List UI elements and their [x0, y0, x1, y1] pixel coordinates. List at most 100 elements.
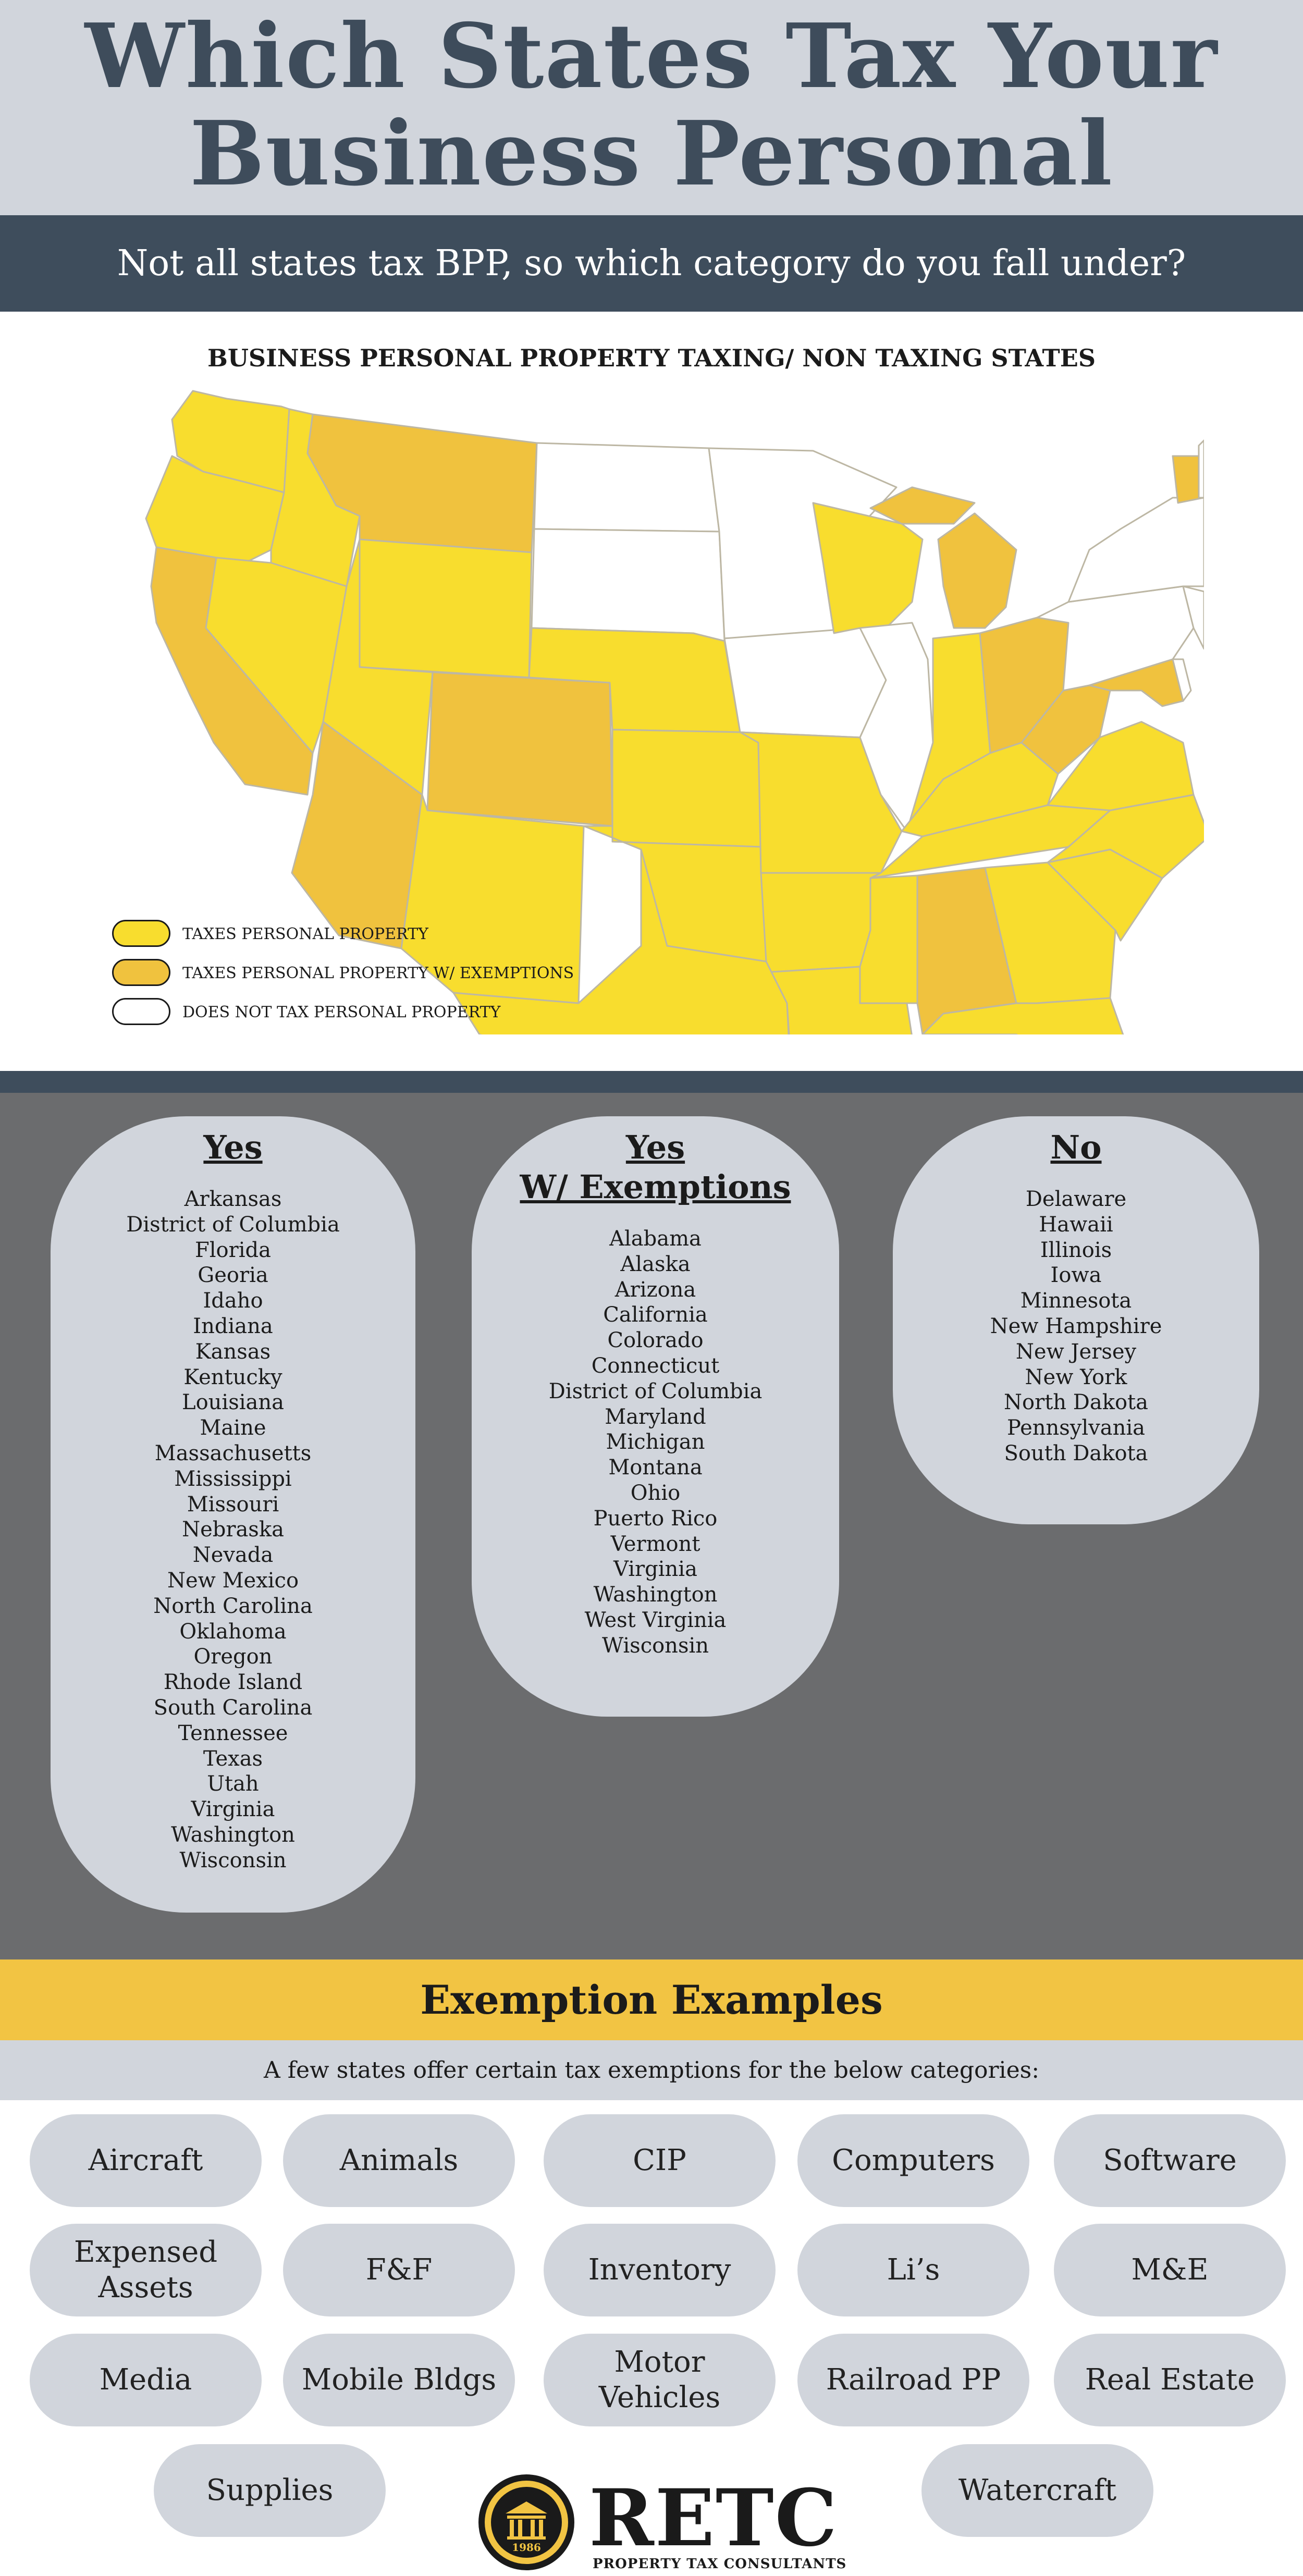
state-list-item: Wisconsin [179, 1848, 287, 1872]
exemptions-column: Yes W/ Exemptions Alabama Alaska Arizona Ca… [472, 1116, 839, 1717]
chip-inventory: Inventory [544, 2224, 776, 2316]
state-list-item: Kentucky [183, 1365, 282, 1389]
no-column: No Delaware Hawaii Illinois Iowa Minnesota Ne… [893, 1116, 1259, 1524]
retc-logo: 1986 RETC PROPERTY TAX CONSULTANTS [477, 2472, 846, 2572]
logo-tagline: PROPERTY TAX CONSULTANTS [593, 2556, 847, 2572]
state-list-item: Virginia [191, 1797, 275, 1822]
legend-swatch-none [112, 998, 170, 1025]
state-list-item: New Jersey [1015, 1339, 1137, 1364]
state-list-item: South Dakota [1004, 1441, 1148, 1465]
legend-label-exemptions: TAXES PERSONAL PROPERTY W/ EXEMPTIONS [182, 964, 574, 982]
state-list-item: Kansas [195, 1339, 271, 1364]
state-list-item: Mississippi [174, 1466, 292, 1491]
chip-aircraft: Aircraft [30, 2114, 262, 2207]
state-list-item: Pennsylvania [1006, 1416, 1146, 1440]
state-florida [921, 997, 1124, 1034]
state-michigan-lower [937, 512, 1017, 629]
legend-label-taxes: TAXES PERSONAL PROPERTY [182, 925, 428, 943]
state-list-item: California [603, 1303, 708, 1327]
exemptions-state-list: Alabama Alaska Arizona California Colorado Co… [472, 1226, 839, 1659]
chip-motor-vehicles: Motor Vehicles [544, 2334, 776, 2426]
state-delaware [1172, 658, 1192, 702]
us-state-map [145, 390, 1204, 1034]
state-list-item: Utah [207, 1772, 259, 1796]
yes-column: Yes Arkansas District of Columbia Florida G… [51, 1116, 415, 1913]
state-list-item: Washington [171, 1822, 295, 1847]
state-list-item: Connecticut [591, 1353, 720, 1378]
state-list-item: Illinois [1040, 1238, 1112, 1262]
chip-computers: Computers [797, 2114, 1029, 2207]
chip-supplies: Supplies [154, 2444, 386, 2537]
state-list-item: North Carolina [153, 1594, 313, 1618]
state-list-item: Louisiana [182, 1390, 284, 1415]
state-wyoming [359, 538, 533, 679]
state-colorado [426, 671, 613, 827]
state-list-item: Tennessee [178, 1721, 288, 1745]
state-list-item: Rhode Island [163, 1670, 303, 1695]
state-list-item: Alabama [609, 1227, 702, 1251]
chip-watercraft: Watercraft [921, 2444, 1153, 2537]
chip-mobile-bldgs: Mobile Bldgs [283, 2334, 515, 2426]
state-oklahoma [583, 825, 767, 963]
state-list-item: Iowa [1050, 1263, 1102, 1288]
page-title-line-1: Which States Tax Your [84, 4, 1219, 108]
state-list-item: Wisconsin [601, 1633, 709, 1658]
state-list-item: New Mexico [167, 1568, 299, 1593]
state-list-item: Florida [195, 1238, 271, 1262]
state-kansas [611, 729, 762, 848]
state-vermont [1172, 455, 1204, 504]
state-list-item: Maryland [605, 1404, 706, 1429]
exemption-examples-subtitle: A few states offer certain tax exemption… [0, 2040, 1303, 2100]
chip-lis: Li’s [797, 2224, 1029, 2316]
exemptions-column-title-line-1: Yes [625, 1128, 685, 1166]
state-list-item: Nebraska [182, 1518, 284, 1542]
state-list-item: Texas [203, 1746, 263, 1771]
state-list-item: Washington [593, 1583, 718, 1607]
state-north-dakota [533, 442, 720, 533]
state-list-item: Indiana [193, 1314, 273, 1338]
state-michigan-upper [869, 486, 976, 525]
state-list-item: Arkansas [184, 1187, 282, 1211]
chip-f-and-f: F&F [283, 2224, 515, 2316]
state-list-item: Oklahoma [179, 1619, 287, 1644]
state-list-item: Hawaii [1039, 1212, 1113, 1237]
state-list-item: Idaho [203, 1289, 263, 1313]
state-list-item: New Hampshire [990, 1314, 1162, 1338]
chip-m-and-e: M&E [1054, 2224, 1286, 2316]
state-list-item: Delaware [1025, 1187, 1127, 1211]
state-list-item: Minnesota [1020, 1289, 1132, 1313]
state-list-item: Virginia [613, 1557, 697, 1582]
seal-icon: 1986 [478, 2474, 574, 2570]
logo-name: RETC [589, 2472, 838, 2564]
state-list-item: Ohio [630, 1481, 681, 1505]
state-list-item: Georia [198, 1263, 268, 1288]
state-new-york [1067, 497, 1204, 603]
chip-media: Media [30, 2334, 262, 2426]
chip-railroad-pp: Railroad PP [797, 2334, 1029, 2426]
state-list-item: Nevada [192, 1543, 274, 1568]
state-list-item: Vermont [610, 1532, 700, 1556]
yes-column-title: Yes [203, 1128, 263, 1166]
state-list-item: Montana [608, 1456, 703, 1480]
state-south-dakota [531, 528, 726, 642]
subtitle-banner: Not all states tax BPP, so which categor… [0, 215, 1303, 312]
chip-real-estate: Real Estate [1054, 2334, 1286, 2426]
state-list-item: Michigan [606, 1430, 705, 1455]
state-list-item: Oregon [193, 1645, 273, 1669]
section-divider [0, 1071, 1303, 1093]
state-list-item: Maine [200, 1416, 266, 1440]
state-iowa [723, 627, 887, 738]
exemption-examples-title: Exemption Examples [0, 1959, 1303, 2040]
state-texas [452, 848, 790, 1034]
state-new-hampshire [1198, 439, 1204, 499]
state-list-item: District of Columbia [548, 1379, 763, 1403]
chip-cip: CIP [544, 2114, 776, 2207]
page-header: Which States Tax Your Business Personal … [0, 0, 1303, 302]
yes-state-list: Arkansas District of Columbia Florida Geori… [51, 1187, 415, 1874]
no-state-list: Delaware Hawaii Illinois Iowa Minnesota New H… [893, 1187, 1259, 1466]
chip-animals: Animals [283, 2114, 515, 2207]
state-list-item: Alaska [620, 1252, 691, 1276]
seal-year: 1986 [512, 2541, 541, 2554]
state-list-item: Puerto Rico [593, 1506, 718, 1531]
no-column-title: No [1050, 1128, 1102, 1166]
